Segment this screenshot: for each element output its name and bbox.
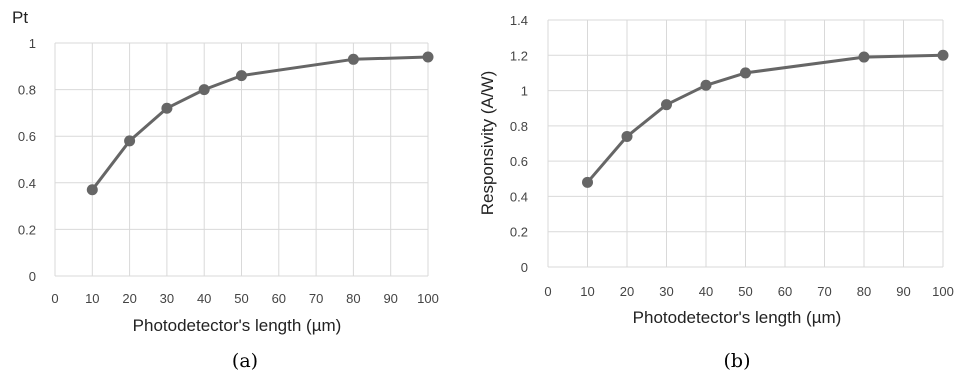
y-axis-title: Pt	[12, 8, 28, 27]
x-tick-label: 0	[51, 291, 58, 306]
y-axis-title: Responsivity (A/W)	[478, 71, 497, 216]
data-point	[124, 135, 136, 147]
x-tick-label: 0	[544, 284, 551, 299]
series-line	[91, 55, 429, 191]
chart-b-responsivity-vs-length: 0 0.2 0.4 0.6 0.8 1 1.2 1.4 0 10 20 30 40 50 60 70 80 90 1…	[478, 13, 954, 372]
y-tick-label: 1	[29, 36, 36, 51]
x-tick-label: 50	[234, 291, 248, 306]
x-tick-label: 90	[383, 291, 397, 306]
y-tick-label: 0.6	[510, 154, 528, 169]
x-tick-label: 100	[932, 284, 954, 299]
data-point	[198, 84, 210, 96]
x-tick-label: 30	[160, 291, 174, 306]
x-tick-label: 60	[272, 291, 286, 306]
y-tick-label: 0.6	[18, 129, 36, 144]
data-point	[86, 184, 98, 196]
y-tick-label: 1.2	[510, 48, 528, 63]
x-tick-label: 10	[85, 291, 99, 306]
y-tick-label: 1.4	[510, 13, 528, 28]
data-point	[937, 49, 949, 61]
x-tick-label: 40	[699, 284, 713, 299]
x-tick-label: 80	[857, 284, 871, 299]
y-tick-label: 0.2	[510, 225, 528, 240]
data-point	[161, 102, 173, 114]
data-point	[582, 176, 593, 188]
data-point	[347, 53, 359, 65]
x-tick-label: 10	[580, 284, 594, 299]
x-tick-label: 80	[346, 291, 360, 306]
x-tick-label: 70	[309, 291, 323, 306]
y-tick-label: 0	[29, 269, 36, 284]
x-tick-label: 90	[896, 284, 910, 299]
x-tick-label: 20	[122, 291, 136, 306]
y-tick-label: 1	[521, 84, 528, 99]
data-point	[700, 79, 712, 91]
y-tick-label: 0.2	[18, 222, 36, 237]
data-point	[621, 130, 633, 142]
x-axis-title: Photodetector's length (µm)	[633, 308, 842, 327]
y-tick-label: 0.8	[18, 83, 36, 98]
x-tick-label: 50	[738, 284, 752, 299]
data-point	[858, 51, 870, 63]
x-tick-label: 20	[620, 284, 634, 299]
y-tick-label: 0.4	[510, 189, 528, 204]
x-tick-label: 30	[659, 284, 673, 299]
x-tick-label: 70	[817, 284, 831, 299]
subfigure-caption: (a)	[232, 350, 258, 372]
y-tick-label: 0	[521, 260, 528, 275]
x-tick-label: 100	[417, 291, 439, 306]
data-point	[236, 70, 247, 82]
x-axis-title: Photodetector's length (µm)	[133, 316, 342, 335]
data-point	[740, 67, 751, 79]
x-tick-label: 40	[197, 291, 211, 306]
x-tick-label: 60	[778, 284, 792, 299]
y-tick-label: 0.8	[510, 119, 528, 134]
data-point	[422, 51, 434, 63]
data-point	[661, 99, 672, 111]
y-tick-label: 0.4	[18, 176, 36, 191]
subfigure-caption: (b)	[724, 350, 751, 372]
chart-a-pt-vs-length: 00.20.40.60.810 10 20 30 40 50 60 70 80 90 100PtPh…	[12, 8, 439, 372]
series-line	[586, 53, 944, 184]
